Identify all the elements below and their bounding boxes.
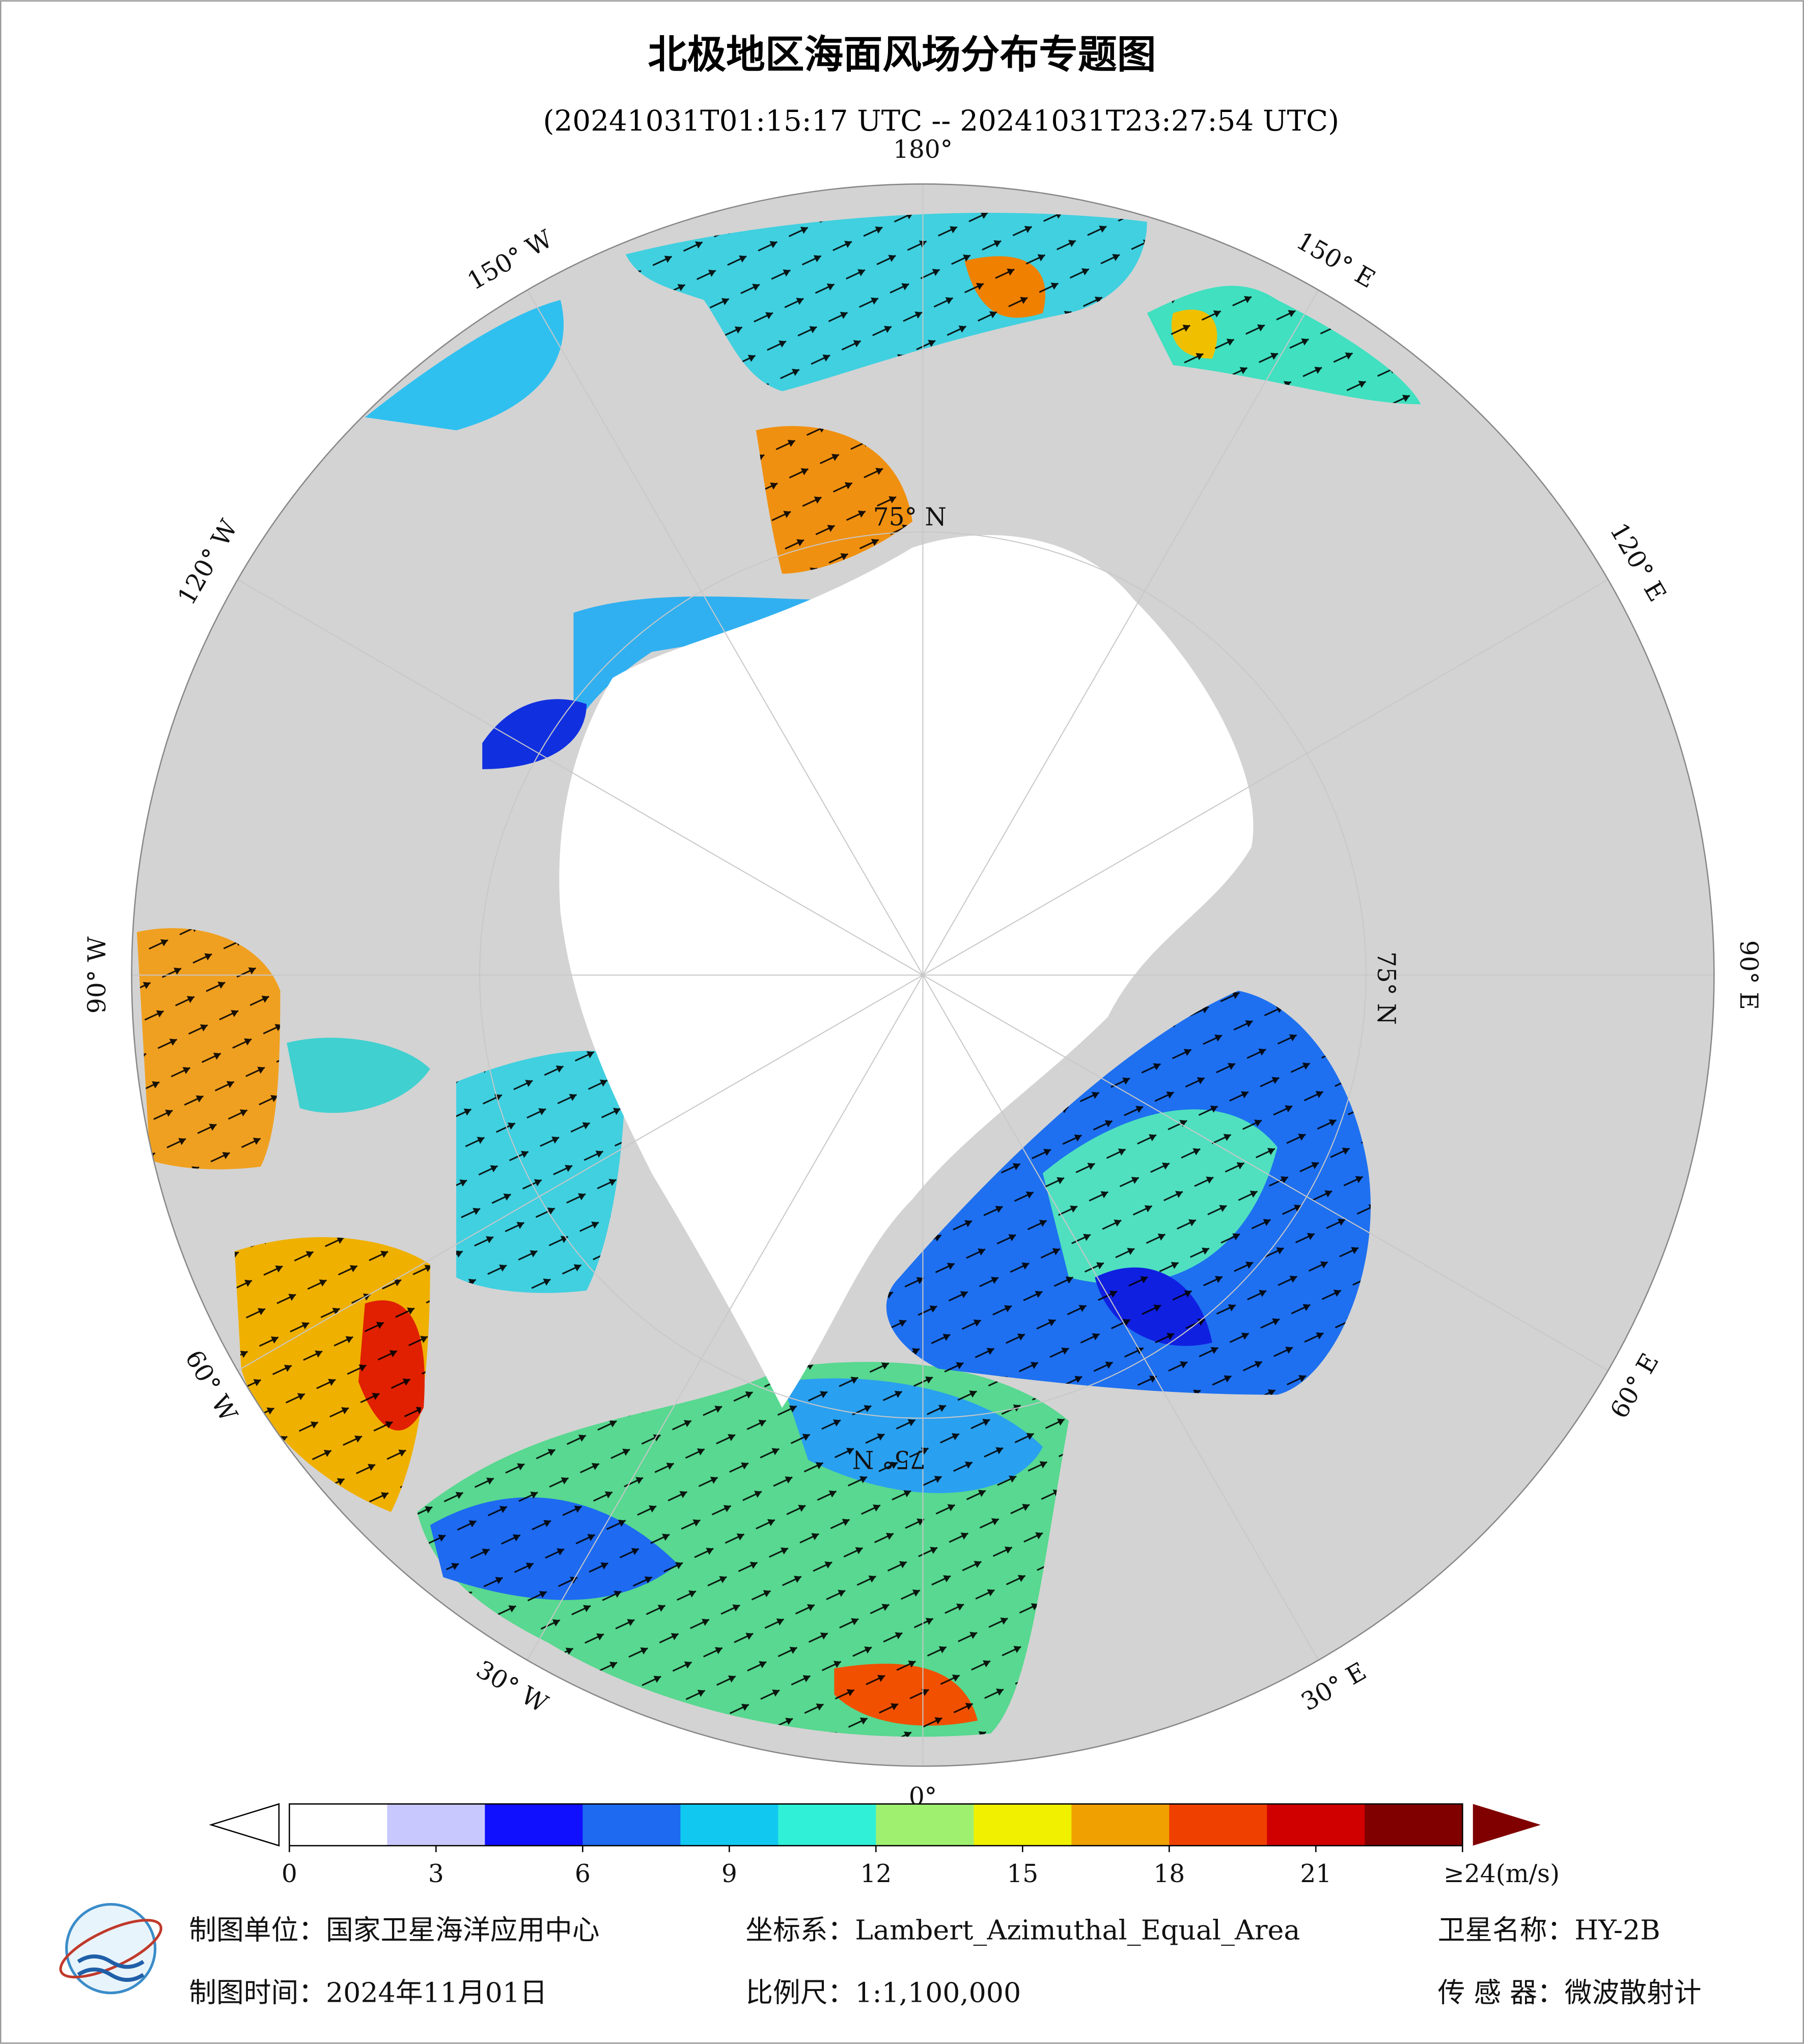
colorbar-tick-label: 9 [721, 1860, 737, 1888]
colorbar-swatch [485, 1804, 584, 1846]
wind-arrows [136, 213, 1421, 1737]
colorbar-tick-label: 15 [1007, 1860, 1038, 1888]
meridian [922, 290, 1319, 975]
parallel-label: 75° N [852, 1445, 926, 1473]
meridian-label: 180° [893, 135, 953, 164]
meridian [237, 974, 923, 1371]
meridian [526, 290, 924, 975]
colorbar-swatch [778, 1804, 877, 1846]
subtitle: (20241031T01:15:17 UTC -- 20241031T23:27… [543, 104, 1340, 137]
meridian-label: 90° E [1734, 940, 1763, 1010]
footer: 制图单位：国家卫星海洋应用中心 坐标系：Lambert_Azimuthal_Equ… [189, 1914, 1701, 2009]
colorbar-swatch [1365, 1804, 1463, 1846]
map-body [131, 184, 1714, 1767]
colorbar-max-arrow [1473, 1804, 1541, 1846]
colorbar-swatch [289, 1804, 388, 1846]
footer-text: 传 感 器：微波散射计 [1438, 1977, 1702, 2009]
colorbar-min-arrow [209, 1803, 280, 1847]
logo [59, 1903, 162, 1995]
colorbar-swatch [1169, 1804, 1268, 1846]
meridian-label: 90° W [83, 937, 112, 1014]
parallel-label: 75° N [1372, 951, 1400, 1025]
colorbar-tick-label: 21 [1300, 1860, 1331, 1888]
colorbar-tick-label: 3 [428, 1860, 444, 1888]
sea-ice [559, 535, 1254, 1408]
colorbar-swatch [582, 1804, 681, 1846]
colorbar-swatch [876, 1804, 975, 1846]
colorbar-swatch [1267, 1804, 1366, 1846]
meridians [131, 184, 1714, 1767]
meridian [526, 974, 924, 1661]
colorbar-tick-label: 18 [1153, 1860, 1185, 1888]
colorbar-swatch [1071, 1804, 1170, 1846]
colorbar-tick-label: 0 [282, 1860, 297, 1888]
footer-text: 制图单位：国家卫星海洋应用中心 [189, 1914, 599, 1946]
meridian [922, 974, 1608, 1371]
meridian [922, 579, 1608, 976]
meridian [922, 974, 1319, 1661]
colorbar-tick-label: 6 [575, 1860, 591, 1888]
parallel-label: 75° N [873, 503, 947, 531]
map-border [131, 183, 1715, 1767]
colorbar-swatch [387, 1804, 486, 1846]
colorbar-tick-label: ≥24(m/s) [1444, 1860, 1560, 1888]
footer-text: 坐标系：Lambert_Azimuthal_Equal_Area [745, 1914, 1300, 1946]
footer-text: 制图时间：2024年11月01日 [189, 1977, 547, 2009]
colorbar: 0 3 6 9 12 15 18 21 ≥24(m/s) [209, 1803, 1560, 1888]
title: 北极地区海面风场分布专题图 [648, 32, 1156, 78]
colorbar-swatch [974, 1804, 1072, 1846]
meridian [237, 579, 923, 976]
footer-text: 比例尺：1:1,100,000 [745, 1977, 1021, 2009]
colorbar-swatch [680, 1804, 779, 1846]
footer-text: 卫星名称：HY-2B [1438, 1914, 1660, 1946]
colorbar-tick-label: 12 [860, 1860, 892, 1888]
